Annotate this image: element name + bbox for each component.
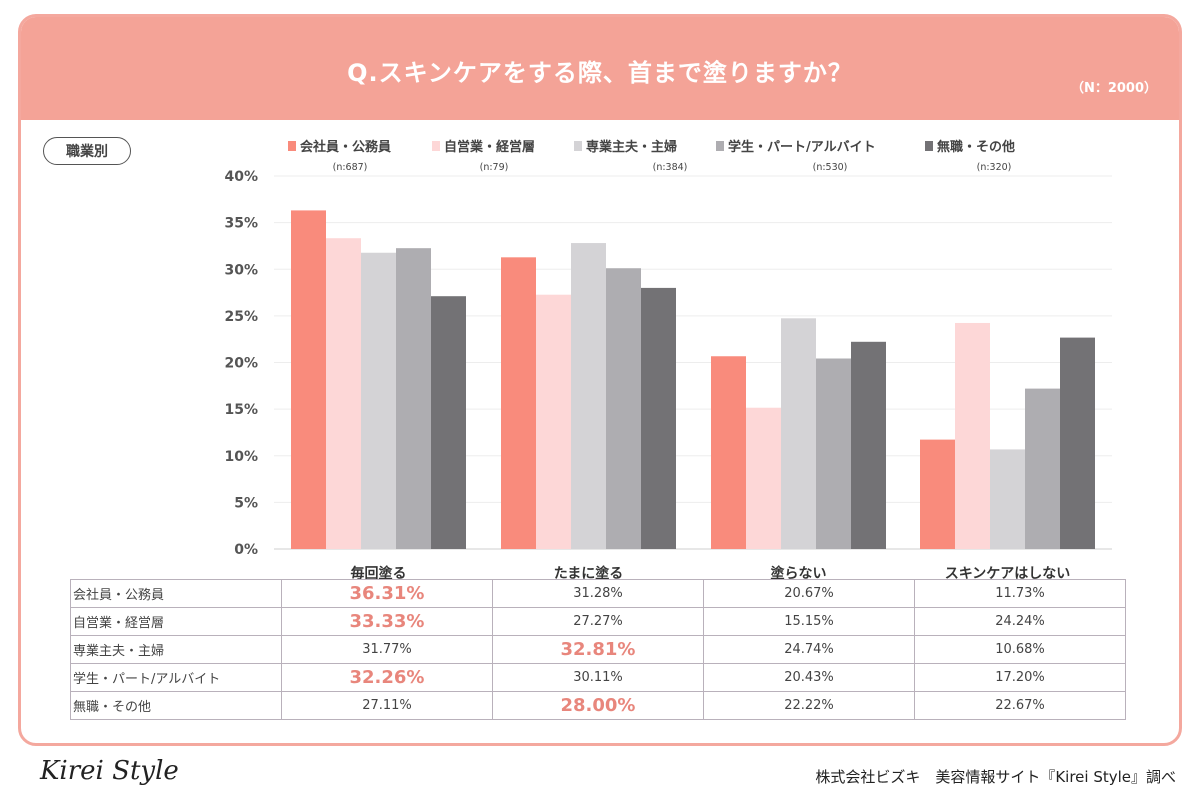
- row-label: 無職・その他: [70, 691, 282, 720]
- table-row: 無職・その他 27.11% 28.00% 22.22% 22.67%: [70, 691, 1126, 720]
- segment-badge: 職業別: [43, 137, 131, 165]
- bar: [501, 257, 536, 549]
- bar: [431, 296, 466, 549]
- bar: [1025, 388, 1060, 549]
- bar: [396, 248, 431, 549]
- table-cell: 33.33%: [281, 607, 493, 636]
- table-cell: 24.74%: [703, 635, 915, 664]
- row-label: 学生・パート/アルバイト: [70, 663, 282, 692]
- x-tick-label: 塗らない: [771, 565, 827, 582]
- legend-swatch: [574, 141, 582, 151]
- bar: [851, 341, 886, 549]
- table-cell: 10.68%: [914, 635, 1126, 664]
- table-row: 会社員・公務員 36.31% 31.28% 20.67% 11.73%: [70, 579, 1126, 608]
- table-cell: 32.81%: [492, 635, 704, 664]
- row-label: 会社員・公務員: [70, 579, 282, 608]
- legend-sample-size: (n:79): [480, 162, 509, 173]
- bar: [955, 322, 990, 549]
- table-row: 自営業・経営層 33.33% 27.27% 15.15% 24.24%: [70, 607, 1126, 636]
- legend-sample-size: (n:687): [333, 162, 368, 173]
- table-cell: 22.22%: [703, 691, 915, 720]
- legend-label: 会社員・公務員: [300, 139, 391, 155]
- bar: [711, 356, 746, 549]
- table-cell: 28.00%: [492, 691, 704, 720]
- chart-title: Q.スキンケアをする際、首まで塗りますか？: [347, 59, 853, 87]
- bar: [291, 210, 326, 550]
- table-cell: 32.26%: [281, 663, 493, 692]
- y-tick-label: 5%: [234, 495, 258, 511]
- table-cell: 17.20%: [914, 663, 1126, 692]
- brand-logo: Kirei Style: [40, 756, 179, 786]
- bar-chart: 0% 5% 10% 15% 20% 25% 30% 35% 40% 会社員・公務員 (n:687) 自…: [224, 139, 1112, 582]
- table-cell: 11.73%: [914, 579, 1126, 608]
- legend-swatch: [716, 141, 724, 151]
- legend-swatch: [432, 141, 440, 151]
- bar: [990, 449, 1025, 549]
- y-tick-label: 0%: [234, 542, 258, 558]
- table-cell: 27.27%: [492, 607, 704, 636]
- footer-credit: 株式会社ビズキ 美容情報サイト『Kirei Style』調べ: [815, 768, 1176, 786]
- bar: [536, 294, 571, 549]
- bar: [361, 252, 396, 549]
- table-cell: 31.77%: [281, 635, 493, 664]
- table-cell: 36.31%: [281, 579, 493, 608]
- bar: [781, 318, 816, 549]
- table-cell: 15.15%: [703, 607, 915, 636]
- x-tick-label: スキンケアはしない: [945, 566, 1071, 582]
- legend-swatch: [288, 141, 296, 151]
- table-cell: 24.24%: [914, 607, 1126, 636]
- table-row: 専業主夫・主婦 31.77% 32.81% 24.74% 10.68%: [70, 635, 1126, 664]
- table-cell: 20.67%: [703, 579, 915, 608]
- legend-swatch: [925, 141, 933, 151]
- row-label: 専業主夫・主婦: [70, 635, 282, 664]
- bar: [746, 407, 781, 549]
- bar: [1060, 337, 1095, 549]
- table-cell: 30.11%: [492, 663, 704, 692]
- legend-sample-size: (n:384): [653, 162, 688, 173]
- y-tick-label: 35%: [224, 216, 258, 232]
- y-tick-label: 15%: [224, 402, 258, 418]
- bar: [920, 439, 955, 549]
- table-row: 学生・パート/アルバイト 32.26% 30.11% 20.43% 17.20%: [70, 663, 1126, 692]
- bar: [571, 243, 606, 549]
- data-table: 会社員・公務員 36.31% 31.28% 20.67% 11.73% 自営業・経営層 33…: [70, 579, 1126, 720]
- bar: [641, 287, 676, 549]
- x-tick-label: たまに塗る: [554, 565, 624, 582]
- sample-size-label: （N：2000）: [1070, 81, 1157, 96]
- table-cell: 22.67%: [914, 691, 1126, 720]
- header-banner: Q.スキンケアをする際、首まで塗りますか？ （N：2000）: [21, 17, 1179, 120]
- legend-label: 専業主夫・主婦: [586, 139, 677, 155]
- table-cell: 27.11%: [281, 691, 493, 720]
- legend-label: 学生・パート/アルバイト: [728, 139, 876, 155]
- y-tick-label: 20%: [224, 356, 258, 372]
- table-cell: 31.28%: [492, 579, 704, 608]
- legend-label: 自営業・経営層: [444, 139, 535, 155]
- legend-sample-size: (n:320): [977, 162, 1012, 173]
- row-label: 自営業・経営層: [70, 607, 282, 636]
- bar: [816, 358, 851, 549]
- y-tick-label: 25%: [224, 309, 258, 325]
- x-tick-label: 毎回塗る: [351, 565, 407, 582]
- bar: [606, 268, 641, 549]
- legend-label: 無職・その他: [937, 139, 1015, 155]
- table-cell: 20.43%: [703, 663, 915, 692]
- legend-sample-size: (n:530): [813, 162, 848, 173]
- y-tick-label: 10%: [224, 449, 258, 465]
- bar: [326, 238, 361, 549]
- y-tick-label: 40%: [224, 169, 258, 185]
- y-tick-label: 30%: [224, 262, 258, 278]
